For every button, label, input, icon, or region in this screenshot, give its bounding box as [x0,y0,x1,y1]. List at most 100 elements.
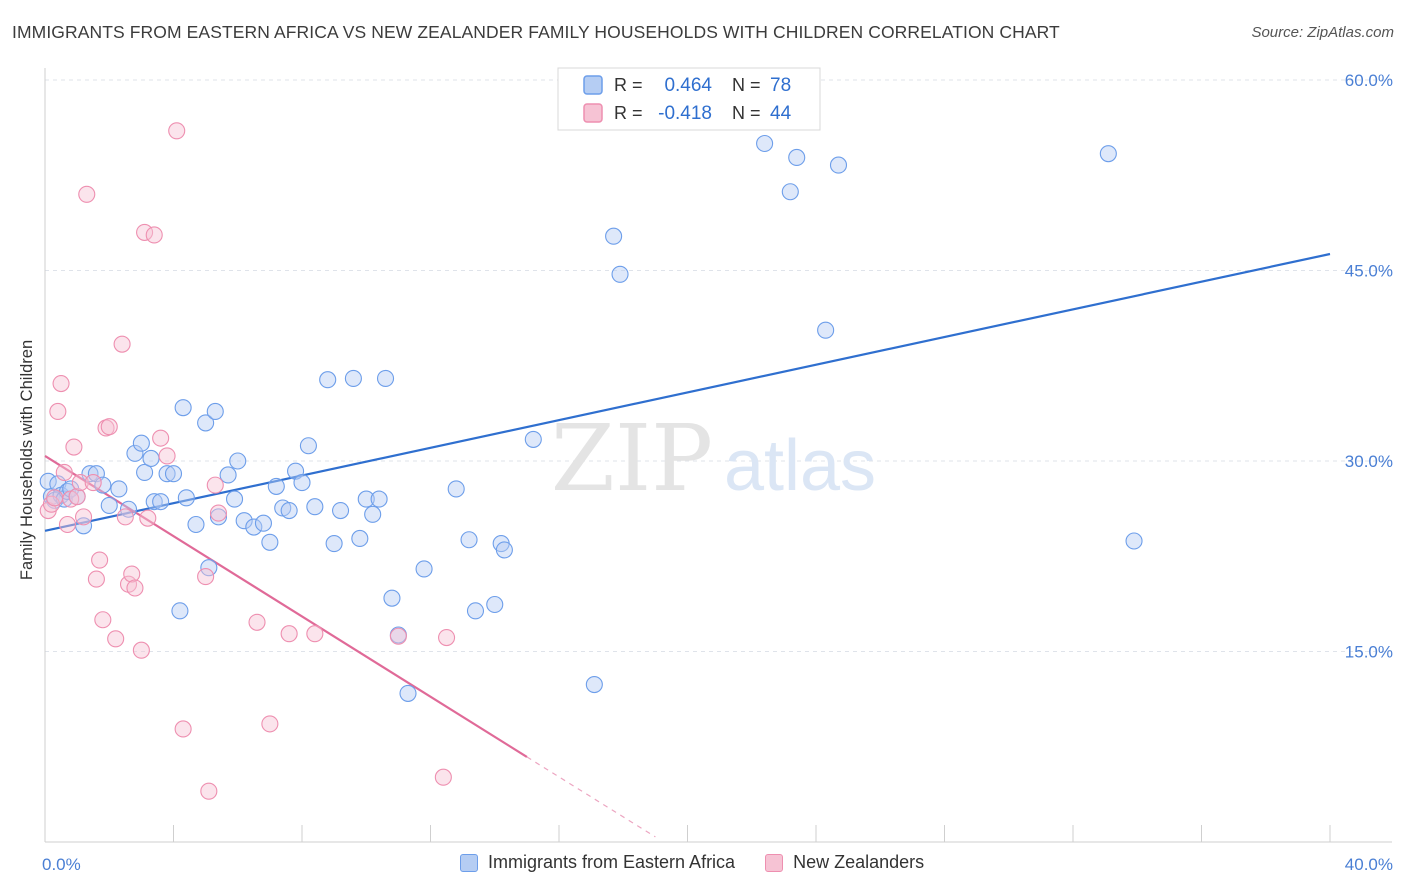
tick-labels: 15.0% 30.0% 45.0% 60.0% 0.0% 40.0% [42,71,1393,874]
point-pink-13 [84,474,102,492]
point-blue-57 [399,684,417,702]
point-blue-21 [152,493,170,511]
point-pink-8 [65,438,83,456]
point-blue-65 [524,430,542,448]
point-pink-18 [100,418,118,436]
point-blue-52 [364,505,382,523]
watermark-atlas: atlas [724,426,876,506]
point-pink-16 [94,611,112,629]
point-blue-30 [206,402,224,421]
point-blue-70 [781,183,799,201]
y-tick-label-3: 60.0% [1345,71,1393,90]
chart-title: IMMIGRANTS FROM EASTERN AFRICA VS NEW ZE… [12,22,1060,42]
point-blue-20 [145,493,163,511]
stats-swatch-blue [583,75,603,95]
point-blue-38 [261,533,279,551]
trend-line-blue [44,252,1331,532]
point-pink-38 [261,715,279,733]
point-pink-19 [107,630,125,648]
point-blue-45 [306,498,324,516]
legend-item-eastern-africa[interactable]: Immigrants from Eastern Africa [460,852,735,873]
point-blue-23 [164,465,183,483]
point-blue-33 [225,490,244,508]
point-blue-53 [370,490,388,508]
series-legend: Immigrants from Eastern Africa New Zeala… [460,852,954,873]
y-tick-label-1: 30.0% [1345,452,1393,471]
axes [44,68,1392,843]
point-pink-14 [87,570,105,588]
point-pink-41 [389,627,407,645]
point-pink-33 [197,568,215,586]
point-blue-49 [344,369,362,388]
point-blue-26 [177,489,195,507]
point-blue-47 [325,534,343,553]
point-pink-11 [75,508,93,526]
watermark-zip: ZIP [551,405,713,512]
legend-item-new-zealanders[interactable]: New Zealanders [765,852,924,873]
chart-source: Source: ZipAtlas.com [1251,24,1394,41]
point-blue-73 [829,156,848,174]
point-blue-13 [100,496,118,515]
point-blue-50 [351,529,369,548]
point-pink-40 [306,625,324,643]
point-blue-32 [219,466,237,484]
stats-legend: R = 0.464 N = 78 R = -0.418 N = 44 [557,67,821,131]
point-pink-10 [71,474,89,492]
point-pink-9 [68,488,86,506]
point-pink-31 [168,122,186,140]
point-blue-29 [200,559,218,577]
y-tick-label-0: 15.0% [1345,643,1393,662]
y-tick-label-2: 45.0% [1345,262,1393,281]
point-pink-4 [52,374,70,393]
point-blue-19 [142,449,160,468]
point-blue-58 [415,560,433,578]
point-pink-42 [434,768,452,786]
stats-r-label-1: R = [614,103,643,123]
point-pink-30 [158,447,176,465]
point-blue-75 [1125,532,1143,550]
point-pink-5 [55,463,73,481]
trend-line-pink-extension [526,756,656,838]
x-tick-label-start: 0.0% [42,855,81,874]
point-blue-37 [254,514,273,532]
point-blue-51 [357,490,375,508]
point-blue-27 [187,515,205,534]
stats-n-label-1: N = [732,103,761,123]
point-pink-12 [78,185,96,203]
stats-n-label-0: N = [732,75,761,95]
point-blue-39 [267,477,285,495]
gridlines [45,79,1392,652]
point-blue-14 [110,480,128,498]
point-blue-25 [174,399,192,417]
point-blue-22 [158,465,176,483]
point-blue-16 [126,444,144,462]
point-blue-17 [132,434,150,452]
stats-n-value-1: 44 [770,103,792,124]
point-pink-26 [136,223,154,241]
point-pink-28 [145,226,163,244]
point-blue-34 [229,452,247,470]
point-blue-55 [383,589,401,607]
point-pink-27 [139,509,157,527]
stats-n-value-0: 78 [770,75,791,96]
point-pink-35 [206,476,224,494]
point-blue-71 [788,148,806,167]
point-blue-54 [376,369,395,388]
point-pink-43 [438,628,456,647]
point-pink-37 [248,613,266,631]
point-pink-36 [209,504,228,522]
point-blue-35 [235,512,253,530]
point-blue-44 [299,437,317,455]
point-blue-66 [585,675,603,694]
y-axis-label: Family Households with Children [18,339,36,581]
point-blue-68 [611,265,629,283]
stats-r-value-0: 0.464 [664,75,712,96]
point-pink-34 [200,782,218,800]
point-blue-41 [280,501,298,520]
point-pink-23 [123,565,141,583]
x-tick-label-end: 40.0% [1345,855,1393,874]
point-pink-20 [113,335,131,353]
point-pink-6 [58,515,77,534]
point-blue-18 [136,463,154,481]
